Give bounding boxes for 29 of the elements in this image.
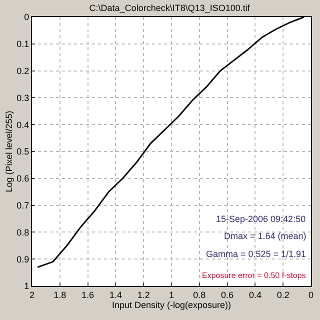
x-tick-label: 1.2 bbox=[137, 290, 150, 300]
annotation: Exposure error = 0.50 f-stops bbox=[202, 271, 306, 280]
annotation: 15-Sep-2006 09:42:50 bbox=[216, 214, 306, 224]
y-tick-label: 0.1 bbox=[16, 39, 30, 50]
x-tick-label: 1 bbox=[168, 290, 174, 300]
annotation: Dmax = 1.64 (mean) bbox=[224, 231, 306, 241]
y-tick-label: 0.5 bbox=[16, 146, 30, 157]
y-tick-label: 0.6 bbox=[16, 174, 30, 184]
y-tick-label: 0.9 bbox=[16, 254, 30, 264]
x-tick-label: 0 bbox=[308, 290, 314, 300]
x-tick-label: 0.8 bbox=[193, 290, 206, 300]
y-tick-label: 0 bbox=[24, 12, 30, 22]
x-axis-title: Input Density (-log(exposure)) bbox=[112, 300, 232, 310]
x-tick-label: 1.6 bbox=[82, 290, 94, 300]
annotation: Gamma = 0.525 = 1/1.91 bbox=[206, 249, 306, 259]
x-tick-label: 0.2 bbox=[276, 290, 290, 300]
y-tick-label: 1 bbox=[24, 281, 30, 292]
y-tick-label: 0.7 bbox=[16, 200, 30, 210]
x-tick-label: 1.8 bbox=[54, 290, 66, 300]
y-tick-label: 0.4 bbox=[16, 120, 30, 130]
x-tick-label: 0.4 bbox=[248, 290, 262, 300]
chart-title: C:\Data_Colorcheck\IT8\Q13_ISO100.tif bbox=[89, 3, 250, 14]
y-tick-label: 0.8 bbox=[16, 227, 30, 238]
y-axis-title: Log (Pixel level/255) bbox=[4, 110, 14, 192]
y-tick-label: 0.2 bbox=[16, 66, 30, 76]
x-tick-label: 2 bbox=[29, 290, 35, 300]
x-tick-label: 0.6 bbox=[221, 290, 234, 300]
y-tick-label: 0.3 bbox=[16, 92, 30, 103]
x-tick-label: 1.4 bbox=[109, 290, 122, 300]
